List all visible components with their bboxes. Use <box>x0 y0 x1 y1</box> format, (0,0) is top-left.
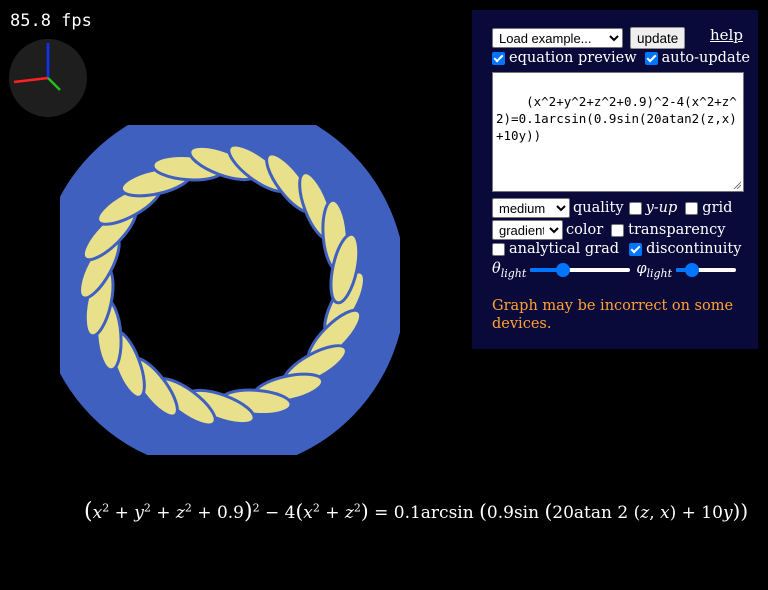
analytical-grad-label: analytical grad <box>509 241 620 257</box>
transparency-label: transparency <box>628 222 726 238</box>
equation-preview-label: equation preview <box>509 50 637 66</box>
equation-preview-checkbox[interactable] <box>492 51 505 65</box>
control-panel: Load example... update help equation pre… <box>472 10 758 349</box>
z-axis-line <box>47 77 61 91</box>
theta-slider-track <box>530 268 631 273</box>
torus-rib <box>329 232 361 305</box>
y-up-checkbox[interactable] <box>628 201 642 215</box>
theta-light-label: θlight <box>492 261 526 280</box>
resize-grip-icon[interactable] <box>733 181 741 189</box>
device-warning: Graph may be incorrect on some devices. <box>492 298 734 332</box>
auto-update-label: auto-update <box>661 50 751 66</box>
color-label: color <box>566 222 604 238</box>
transparency-checkbox[interactable] <box>611 223 625 237</box>
theta-slider-thumb[interactable] <box>556 263 571 278</box>
theta-slider-fill <box>530 268 564 273</box>
theta-light-slider[interactable] <box>530 262 631 278</box>
quality-select[interactable]: medium <box>492 198 570 218</box>
help-link[interactable]: help <box>710 26 743 44</box>
color-select[interactable]: gradient <box>492 220 563 240</box>
theta-subscript: light <box>500 266 527 280</box>
fps-counter: 85.8 fps <box>10 11 92 31</box>
phi-symbol: φ <box>636 261 647 277</box>
analytical-grad-checkbox[interactable] <box>492 242 505 256</box>
grid-label: grid <box>702 200 733 216</box>
phi-light-slider[interactable] <box>676 262 737 278</box>
y-up-label: y-up <box>645 200 678 216</box>
surface-render-canvas[interactable] <box>60 125 400 455</box>
torus-body <box>60 125 400 455</box>
equation-input[interactable]: (x^2+y^2+z^2+0.9)^2-4(x^2+z^2)=0.1arcsin… <box>492 72 744 192</box>
phi-slider-thumb[interactable] <box>685 263 700 278</box>
phi-slider-fill <box>676 268 693 273</box>
quality-label: quality <box>573 200 624 216</box>
torus-surface <box>60 125 400 455</box>
example-select[interactable]: Load example... <box>492 28 623 48</box>
x-axis-line <box>13 76 49 84</box>
discontinuity-label: discontinuity <box>646 241 742 257</box>
phi-light-label: φlight <box>636 261 672 280</box>
grid-checkbox[interactable] <box>685 201 699 215</box>
discontinuity-checkbox[interactable] <box>629 242 643 256</box>
phi-subscript: light <box>646 266 673 280</box>
axes-orientation-widget[interactable] <box>8 38 88 118</box>
update-button[interactable]: update <box>630 27 686 49</box>
phi-slider-track <box>676 268 737 273</box>
auto-update-checkbox[interactable] <box>644 51 658 65</box>
theta-symbol: θ <box>492 261 501 277</box>
equation-preview: (x2 + y2 + z2 + 0.9)2 − 4(x2 + z2) = 0.1… <box>84 499 749 524</box>
equation-input-text: (x^2+y^2+z^2+0.9)^2-4(x^2+z^2)=0.1arcsin… <box>496 94 737 143</box>
